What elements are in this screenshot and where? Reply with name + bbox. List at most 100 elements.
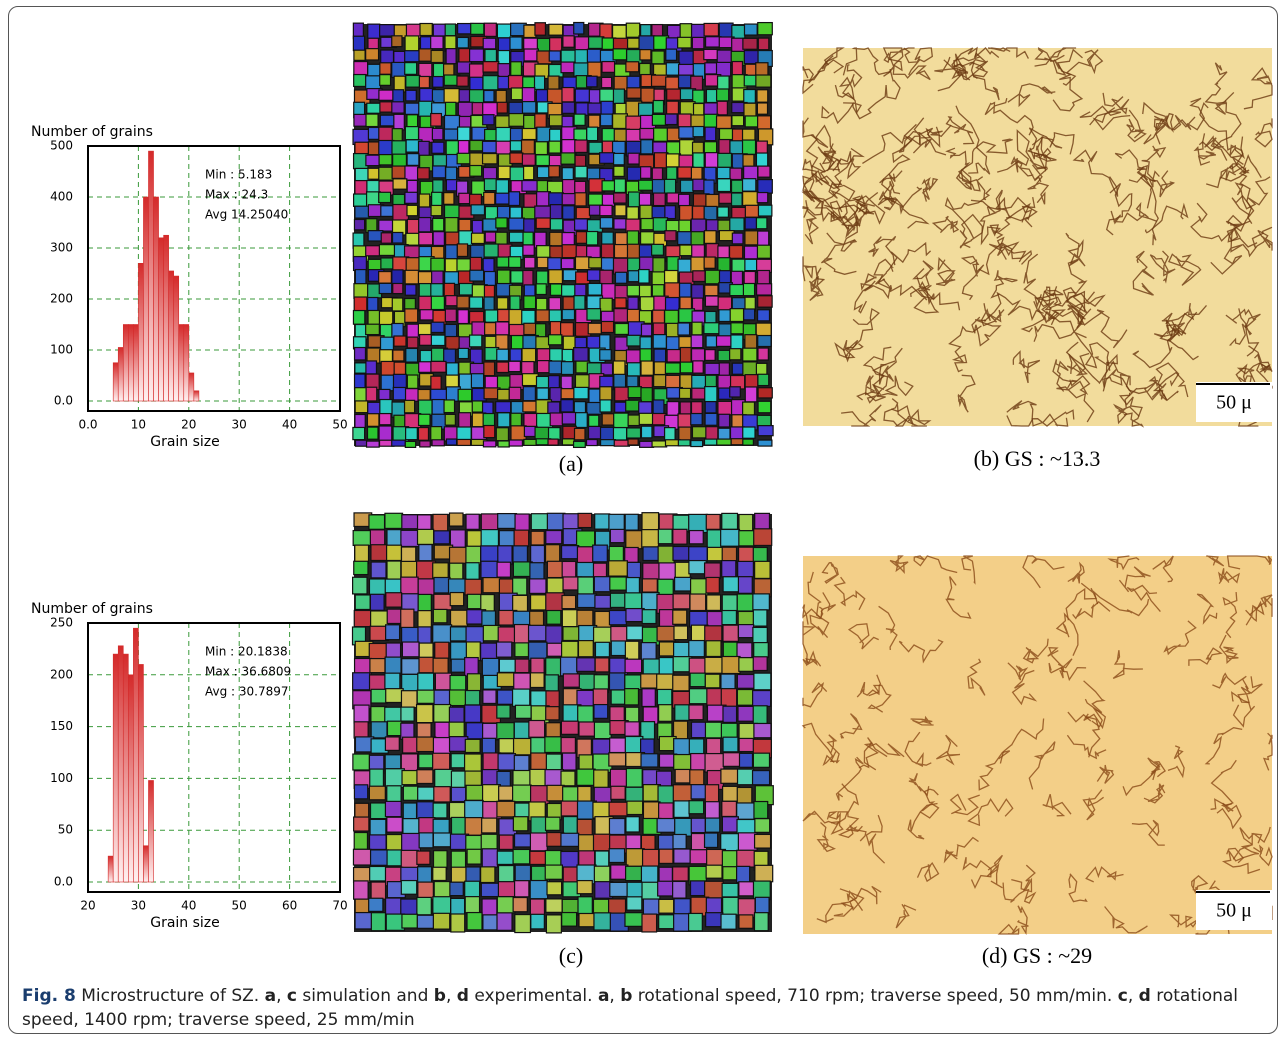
grain-cell xyxy=(640,166,652,179)
grain-cell xyxy=(521,127,537,141)
grain-cell xyxy=(513,880,530,898)
grain-cell xyxy=(444,271,460,286)
grain-boundary xyxy=(1227,194,1255,232)
grain-boundary xyxy=(1128,170,1176,198)
grain-cell xyxy=(400,898,419,916)
grain-cell xyxy=(753,641,769,659)
grain-cell xyxy=(495,641,513,658)
grain-cell xyxy=(547,375,560,390)
grain-boundary xyxy=(988,236,1033,265)
grain-cell xyxy=(743,308,756,321)
grain-cell xyxy=(658,898,675,914)
grain-cell xyxy=(573,427,586,441)
grain-cell xyxy=(560,720,579,735)
grain-cell xyxy=(430,49,444,64)
grain-cell xyxy=(548,269,564,285)
grain-cell xyxy=(679,204,693,223)
grain-cell xyxy=(444,244,458,260)
grain-cell xyxy=(717,219,732,232)
grain-boundary xyxy=(838,64,863,101)
panel-label: (b) GS : ~13.3 xyxy=(974,446,1101,471)
panel-label: (c) xyxy=(559,943,583,968)
grain-cell xyxy=(612,48,628,61)
grain-cell xyxy=(638,35,656,51)
grain-boundary xyxy=(1079,105,1131,131)
grain-boundary xyxy=(997,923,1020,935)
grain-cell xyxy=(574,165,588,179)
bar xyxy=(153,196,159,402)
grain-cell xyxy=(722,896,739,916)
grain-cell xyxy=(497,881,517,898)
grain-cell xyxy=(704,152,720,169)
grain-cell xyxy=(379,74,392,86)
grain-cell xyxy=(480,529,500,548)
grain-cell xyxy=(561,752,577,771)
grain-cell xyxy=(678,219,692,234)
grain-cell xyxy=(482,166,498,180)
grain-cell xyxy=(406,374,419,389)
grain-cell xyxy=(625,767,643,788)
grain-cell xyxy=(678,50,695,67)
grain-boundary xyxy=(1016,905,1029,936)
grain-cell xyxy=(385,833,404,853)
grain-cell xyxy=(744,216,758,230)
grain-boundary xyxy=(921,176,939,202)
grain-cell xyxy=(406,336,419,349)
grain-boundary xyxy=(955,169,987,201)
grain-cell xyxy=(508,386,522,401)
grain-boundary xyxy=(987,47,1029,59)
grain-boundary xyxy=(1104,906,1148,934)
grain-cell xyxy=(496,672,516,688)
grain-boundary xyxy=(904,731,932,768)
grain-cell xyxy=(402,736,420,754)
grain-cell xyxy=(690,439,704,448)
grain-cell xyxy=(744,115,759,128)
grain-cell xyxy=(690,401,703,415)
grain-cell xyxy=(417,626,432,644)
grain-cell xyxy=(482,257,495,274)
grain-cell xyxy=(587,322,602,335)
grain-boundary xyxy=(980,303,1005,327)
grain-boundary xyxy=(1171,97,1206,131)
grain-cell xyxy=(384,672,401,691)
grain-cell xyxy=(430,321,445,334)
grain-cell xyxy=(523,48,539,62)
grain-cell xyxy=(678,126,696,139)
grain-cell xyxy=(722,736,739,753)
grain-cell xyxy=(495,192,510,205)
grain-cell xyxy=(535,283,547,296)
grain-cell xyxy=(639,49,652,61)
scale-bar-label: 50 μ xyxy=(1216,900,1252,922)
grain-cell xyxy=(624,688,640,706)
grain-cell xyxy=(587,36,605,50)
grain-boundary xyxy=(968,52,1000,101)
y-tick-label: 300 xyxy=(50,241,73,255)
grain-boundary xyxy=(834,339,864,359)
grain-cell xyxy=(588,141,603,154)
grain-cell xyxy=(432,832,453,848)
caption-text: a xyxy=(264,986,277,1006)
grain-cell xyxy=(527,624,548,642)
grain-boundary xyxy=(804,188,866,222)
grain-cell xyxy=(430,35,444,50)
grain-cell xyxy=(657,578,674,596)
grain-cell xyxy=(509,36,523,51)
grain-boundary xyxy=(802,621,816,667)
grain-cell xyxy=(431,165,447,179)
grain-cell xyxy=(626,166,642,182)
scale-bar-box xyxy=(1196,382,1272,422)
grain-cell xyxy=(608,817,626,836)
grain-cell xyxy=(613,243,629,259)
grain-boundary xyxy=(1144,202,1189,234)
grain-cell xyxy=(378,153,393,166)
grain-cell xyxy=(536,387,550,401)
grain-cell xyxy=(380,205,395,217)
grain-cell xyxy=(705,576,720,594)
grain-boundary xyxy=(1102,369,1179,402)
grain-cell xyxy=(404,308,419,323)
grain-boundary xyxy=(1225,308,1261,329)
grain-cell xyxy=(522,386,536,402)
grain-cell xyxy=(496,348,510,362)
grain-cell xyxy=(469,164,483,177)
grain-boundary xyxy=(1105,183,1133,236)
